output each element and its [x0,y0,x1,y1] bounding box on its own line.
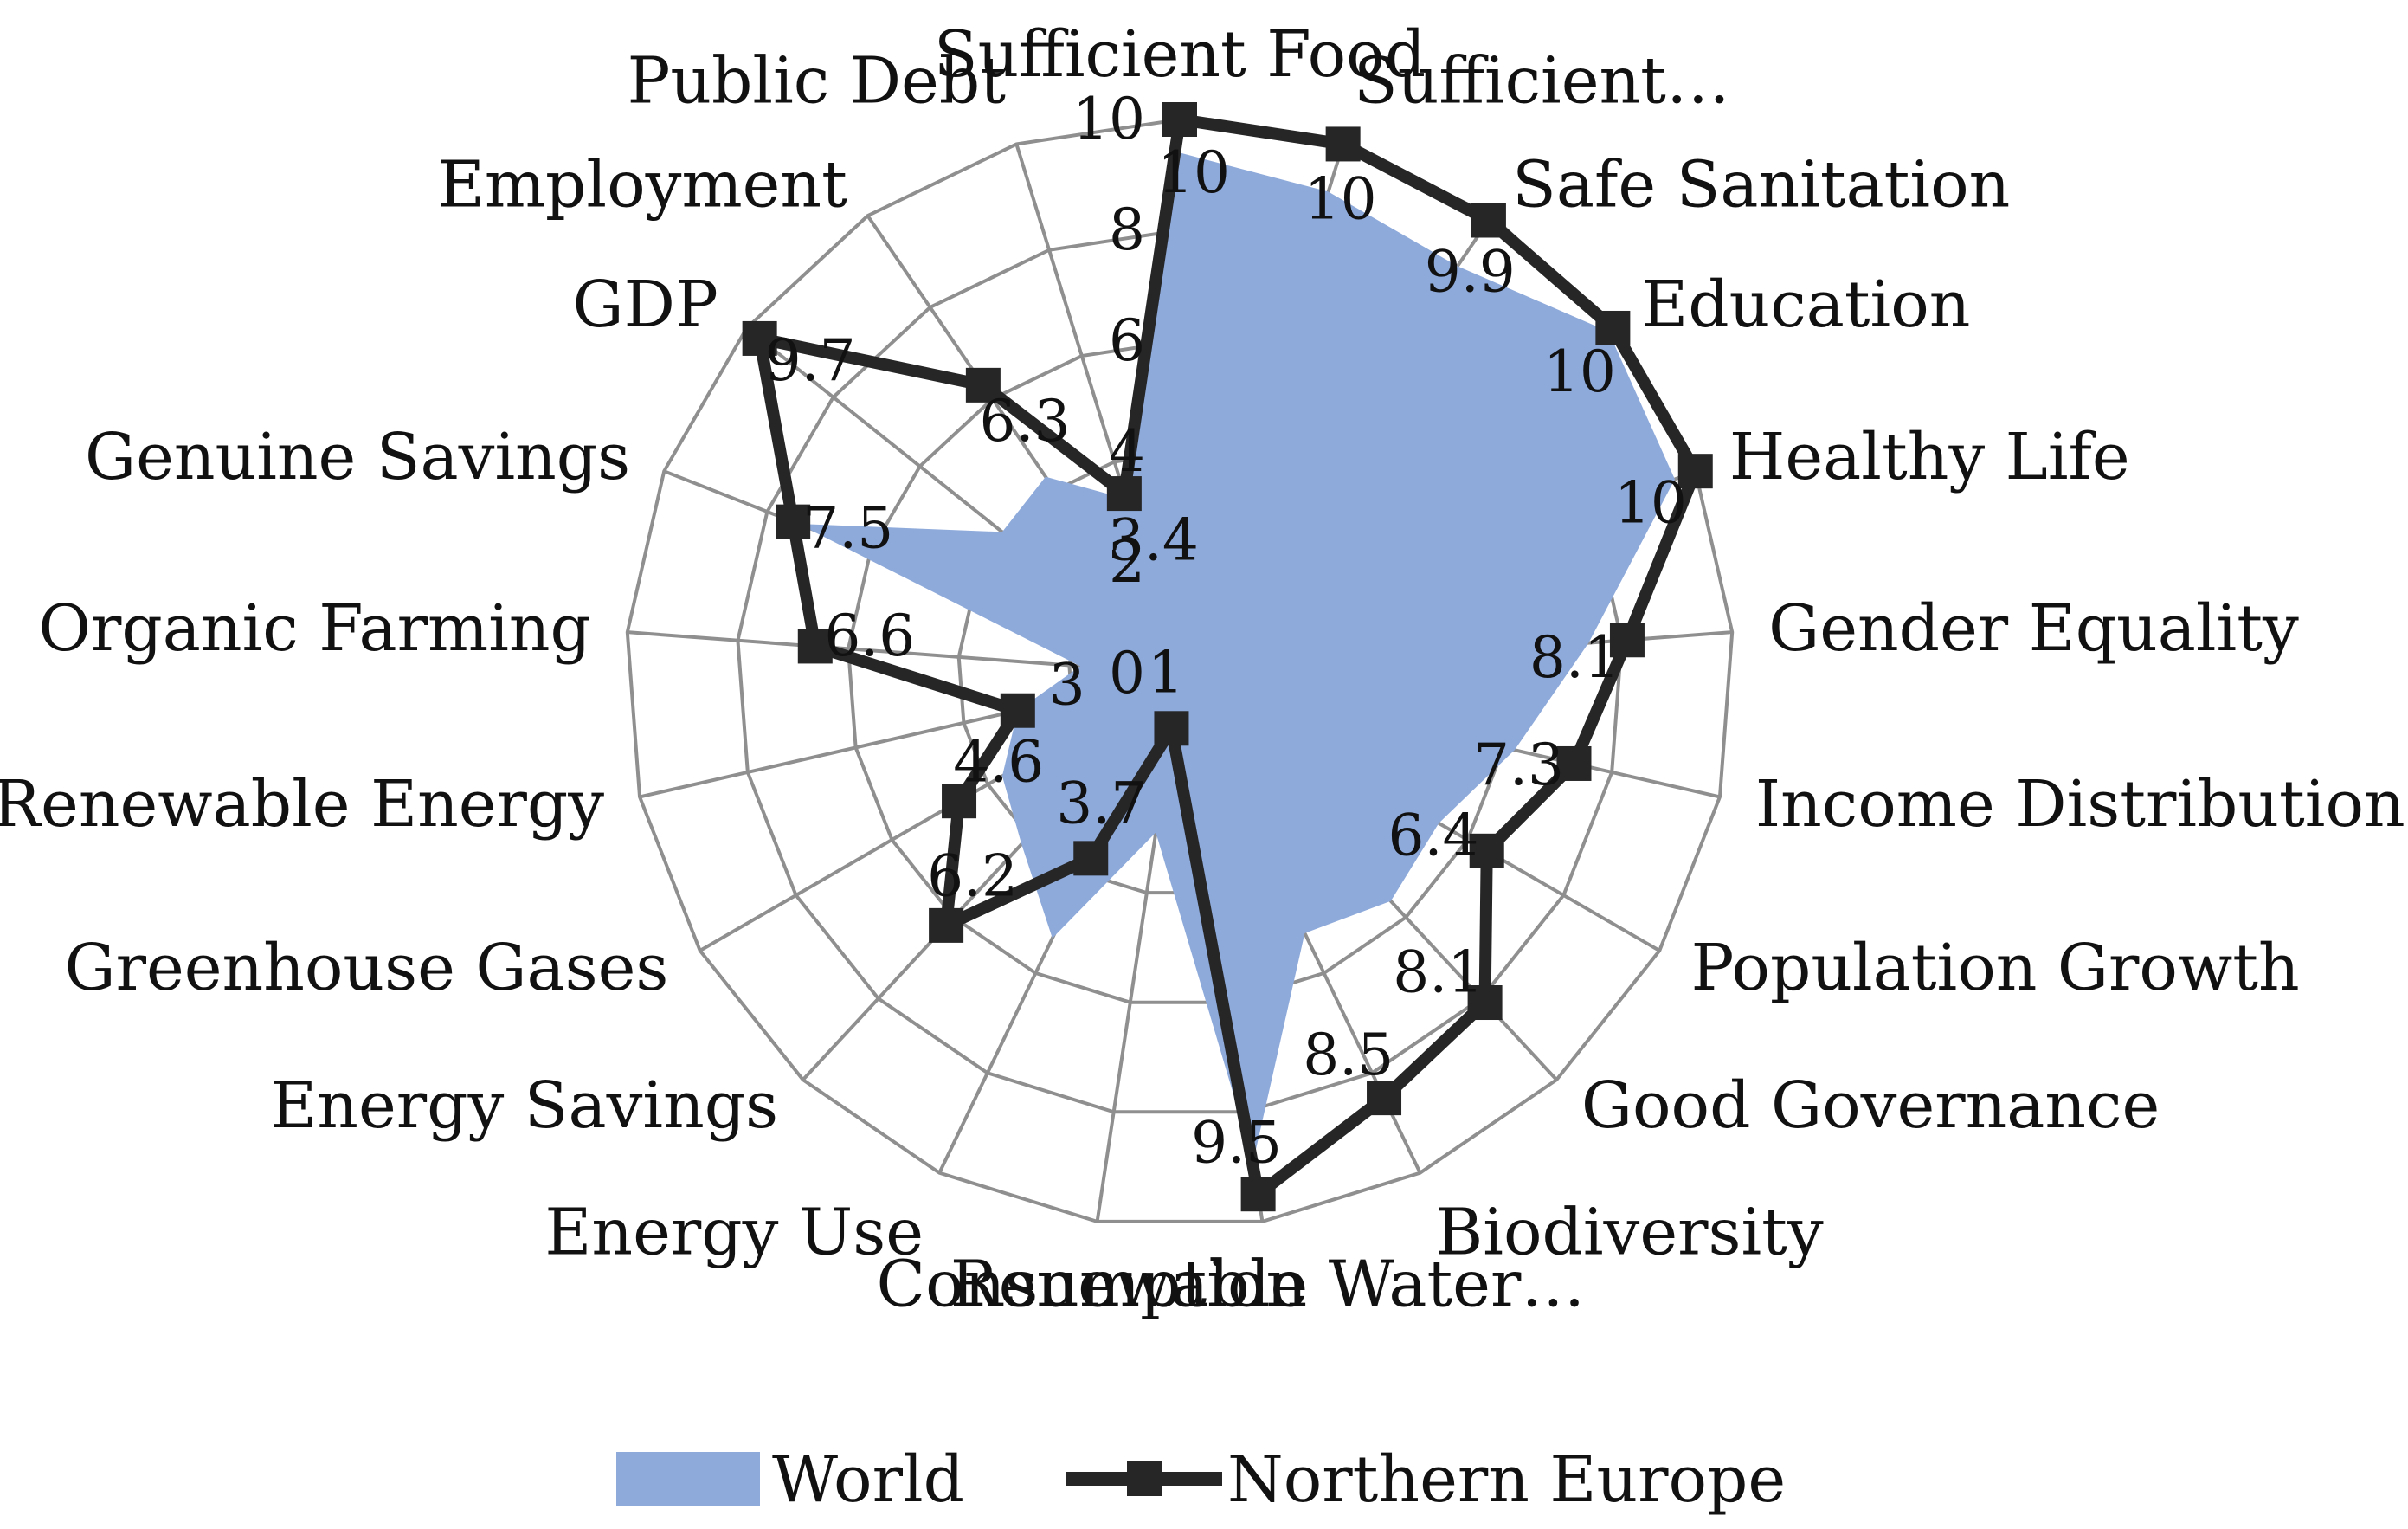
category-label: Education [1641,268,1970,342]
category-label: Genuine Savings [85,420,630,494]
data-label: 9.5 [1191,1109,1282,1176]
category-label: Income Distribution [1755,767,2405,842]
data-label: 6.6 [824,603,915,669]
category-label: Sufficient… [1354,43,1730,118]
category-label: Sufficient Food [934,17,1426,92]
data-label: 6.2 [927,843,1018,910]
data-label: 7.5 [802,494,893,561]
data-label: 8.1 [1393,939,1484,1005]
northern-europe-marker [965,367,1001,403]
northern-europe-marker [776,504,811,539]
legend-label-northern-europe: Northern Europe [1227,1442,1786,1517]
radial-tick-label: 8 [1109,197,1145,263]
legend-label-world: World [772,1442,964,1517]
northern-europe-marker [742,320,777,356]
category-label: Greenhouse Gases [64,931,668,1005]
northern-europe-marker [1471,203,1506,238]
world-series [798,152,1675,1162]
category-label: Safe Sanitation [1512,148,2010,223]
data-label: 3.4 [1108,507,1199,574]
legend: World Northern Europe [616,1442,1786,1517]
northern-europe-line [753,113,1702,1201]
category-label: Consumption [877,1247,1308,1321]
data-label: 3 [1049,651,1085,718]
northern-europe-series [742,102,1713,1212]
radial-tick-label: 6 [1109,307,1145,374]
northern-europe-marker [797,629,833,664]
category-label: Energy Savings [270,1068,778,1143]
data-label: 9.7 [765,327,856,394]
data-label: 10 [1543,339,1616,405]
data-label: 9.9 [1425,239,1516,306]
category-label: Population Growth [1691,931,2300,1005]
northern-europe-marker [1609,623,1645,658]
data-label: 7.3 [1473,732,1564,798]
northern-europe-marker [1367,1081,1402,1116]
data-label: 6.4 [1388,803,1479,869]
category-label: Biodiversity [1436,1195,1824,1269]
category-label: Employment [438,148,847,223]
legend-marker-northern-europe [1127,1461,1162,1496]
northern-europe-marker [1325,126,1361,162]
northern-europe-marker [1469,833,1504,868]
northern-europe-marker [1556,745,1592,781]
northern-europe-marker [1073,841,1109,876]
data-labels: 10 109.910108.17.36.48.18.59.513.76.24.63… [765,139,1687,1176]
northern-europe-marker [1467,985,1503,1021]
radial-tick-label: 2 [1109,529,1145,596]
radial-tick-label: 4 [1109,418,1145,485]
radial-tick-label: 0 [1109,640,1145,706]
category-label: Healthy Life [1729,420,2130,494]
data-label: 6.3 [980,388,1071,455]
northern-europe-marker [942,784,977,819]
northern-europe-marker [1154,711,1189,746]
category-label: Gender Equality [1768,591,2299,666]
northern-europe-marker [1677,454,1713,489]
data-label: 8.1 [1529,624,1620,691]
category-label: Renewable Water… [950,1247,1585,1321]
northern-europe-marker [929,907,964,943]
radial-tick-labels: 0 2 4 6 8 10 [1072,86,1145,706]
data-label: 3.7 [1056,771,1147,837]
category-label: Energy Use [544,1195,924,1269]
northern-europe-marker [1106,476,1142,512]
category-label: Renewable Energy [0,767,604,842]
data-label: 1 [1148,640,1184,706]
category-label: Good Governance [1581,1068,2160,1143]
northern-europe-marker [1162,102,1197,137]
northern-europe-marker [1595,310,1631,345]
category-label: Organic Farming [38,591,591,666]
northern-europe-marker [1000,693,1035,728]
data-label: 10 [1157,139,1230,206]
data-label: 10 [1304,165,1377,232]
category-label: Public Debt [628,43,1007,118]
data-label: 10 [1614,470,1687,537]
northern-europe-marker [1240,1177,1276,1212]
data-label: 8.5 [1303,1022,1394,1088]
legend-swatch-world [616,1452,760,1506]
category-label: GDP [573,268,718,342]
radial-tick-label: 10 [1072,86,1145,152]
world-area [798,152,1675,1162]
data-label: 4.6 [953,728,1044,795]
